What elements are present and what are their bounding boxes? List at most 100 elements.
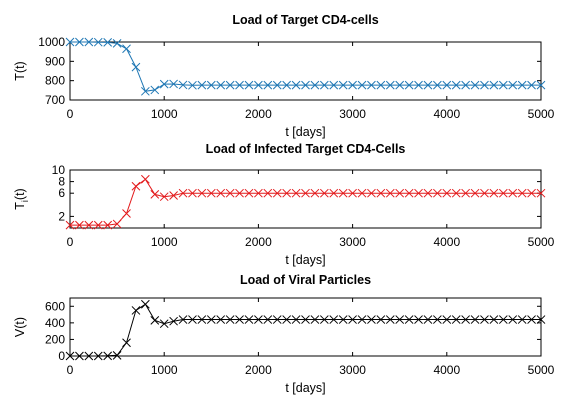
series-line [70,303,541,357]
data-point-marker [301,315,310,324]
data-point-marker [367,188,376,198]
chart-title: Load of Infected Target CD4-Cells [206,142,406,156]
data-point-marker [517,315,527,324]
data-point-marker [461,80,470,90]
data-point-marker [367,80,376,90]
data-point-marker [461,188,470,198]
data-point-marker [225,80,235,90]
data-point-marker [536,315,546,324]
data-point-marker [442,80,452,90]
data-point-marker [282,315,292,324]
data-point-marker [423,188,433,198]
data-point-marker [310,315,320,324]
data-point-marker [517,188,527,198]
data-point-marker [470,80,480,90]
y-axis-label-suffix: (t) [13,188,27,200]
data-point-marker [282,188,292,198]
data-point-marker [75,351,84,361]
data-point-marker [216,80,226,90]
data-point-marker [84,37,94,47]
data-point-marker [150,316,160,325]
data-point-marker [329,80,339,90]
data-point-marker [385,315,395,324]
data-point-marker [310,188,320,198]
data-point-marker [254,188,263,198]
data-point-marker [188,315,197,324]
data-point-marker [141,299,150,309]
y-axis-label: T(t) [13,61,27,80]
data-point-marker [225,315,235,324]
data-point-marker [498,188,508,198]
data-point-marker [414,188,423,198]
data-point-marker [178,80,188,90]
data-point-marker [188,188,197,198]
y-tick-label: 800 [45,74,65,88]
data-point-marker [348,80,357,90]
x-tick-label: 5000 [528,235,555,249]
x-axis-label: t [days] [285,125,325,139]
data-point-marker [254,315,263,324]
data-point-marker [451,188,461,198]
data-point-marker [235,315,244,324]
data-point-marker [357,80,367,90]
y-axis-label-text: T [13,202,27,210]
data-point-marker [103,351,113,361]
data-point-marker [376,80,386,90]
data-point-marker [480,188,489,198]
x-tick-label: 3000 [339,235,366,249]
data-point-marker [206,80,216,90]
series-line [70,178,541,226]
data-point-marker [385,188,395,198]
data-point-marker [235,188,244,198]
data-point-marker [216,315,226,324]
data-point-marker [263,80,273,90]
data-point-marker [225,188,235,198]
data-point-marker [423,315,433,324]
data-point-marker [141,86,150,96]
data-point-marker [169,79,178,89]
data-point-marker [508,188,518,198]
data-point-marker [376,188,386,198]
data-point-marker [272,80,282,90]
data-point-marker [112,38,122,48]
x-tick-label: 1000 [151,235,178,249]
data-point-marker [272,315,282,324]
data-point-marker [348,188,357,198]
y-axis-label-text: T(t) [13,61,27,80]
data-point-marker [103,220,113,230]
x-tick-label: 3000 [339,107,366,121]
data-point-marker [461,315,470,324]
data-point-marker [84,220,94,230]
y-tick-label: 400 [45,316,65,330]
y-tick-label: 8 [58,175,65,189]
data-point-marker [414,80,423,90]
data-point-marker [498,315,508,324]
data-point-marker [206,188,216,198]
plot-area-frame [69,169,542,229]
data-point-marker [282,80,292,90]
y-axis-label-text: V(t) [13,317,27,337]
plot-area-frame [69,297,542,357]
data-point-marker [75,220,84,230]
data-point-marker [150,85,160,95]
data-point-marker [244,188,254,198]
x-tick-label: 1000 [151,107,178,121]
data-point-marker [244,315,254,324]
data-point-marker [338,315,348,324]
data-point-marker [489,188,499,198]
data-point-marker [319,315,329,324]
data-point-marker [159,192,169,202]
x-tick-label: 2000 [245,235,272,249]
plot-area-frame [69,41,542,101]
y-tick-label: 6 [58,186,65,200]
data-point-marker [527,315,536,324]
data-point-marker [122,44,131,54]
data-point-marker [451,80,461,90]
data-point-marker [536,80,546,90]
x-axis-label: t [days] [285,381,325,395]
series-line [70,41,541,92]
data-point-marker [197,80,207,90]
data-point-marker [489,80,499,90]
data-point-marker [159,319,169,329]
